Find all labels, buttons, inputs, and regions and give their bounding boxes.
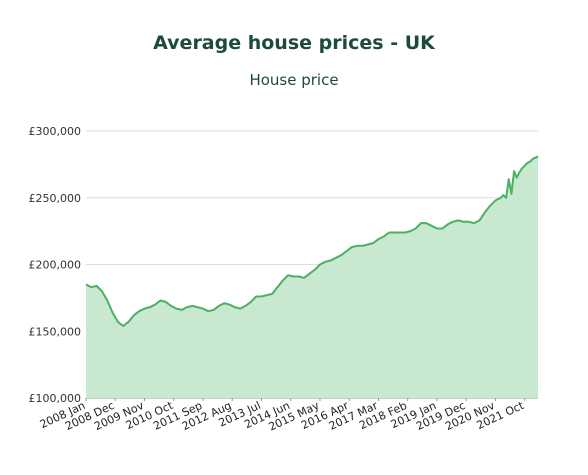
chart-subtitle: House price	[249, 71, 339, 89]
chart-title: Average house prices - UK	[153, 32, 435, 54]
y-tick-label: £100,000	[29, 392, 82, 405]
y-tick-label: £150,000	[29, 325, 82, 338]
y-tick-label: £200,000	[29, 259, 82, 272]
y-tick-label: £300,000	[29, 125, 82, 138]
series-area	[86, 156, 538, 398]
series-line	[85, 155, 539, 327]
y-tick-label: £250,000	[29, 192, 82, 205]
